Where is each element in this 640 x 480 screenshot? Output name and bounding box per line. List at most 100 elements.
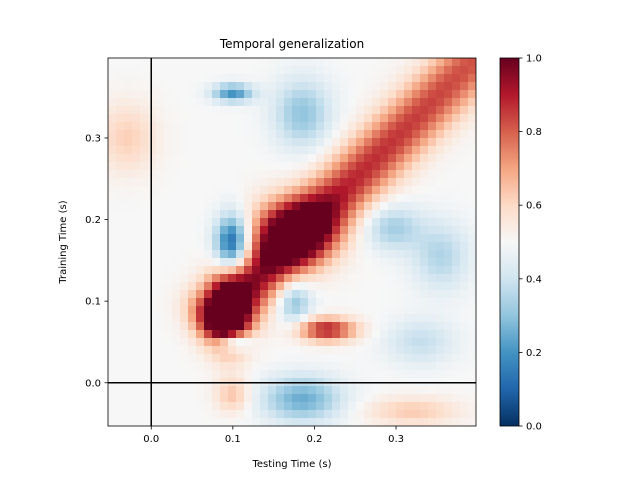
- heatmap-cell: [260, 258, 269, 267]
- heatmap-cell: [348, 122, 357, 131]
- heatmap-cell: [236, 306, 245, 315]
- heatmap-cell: [332, 338, 341, 347]
- heatmap-cell: [356, 402, 365, 411]
- heatmap-cell: [284, 250, 293, 259]
- heatmap-cell: [180, 122, 189, 131]
- heatmap-cell: [348, 194, 357, 203]
- heatmap-cell: [204, 106, 213, 115]
- heatmap-cell: [244, 274, 253, 283]
- heatmap-cell: [348, 410, 357, 419]
- heatmap-cell: [428, 298, 437, 307]
- heatmap-cell: [356, 306, 365, 315]
- heatmap-cell: [404, 218, 413, 227]
- heatmap-cell: [140, 210, 149, 219]
- heatmap-cell: [220, 338, 229, 347]
- heatmap-cell: [228, 90, 237, 99]
- heatmap-cell: [284, 330, 293, 339]
- heatmap-cell: [276, 354, 285, 363]
- heatmap-cell: [116, 250, 125, 259]
- heatmap-cell: [140, 394, 149, 403]
- heatmap-cell: [196, 394, 205, 403]
- heatmap-cell: [332, 362, 341, 371]
- heatmap-cell: [268, 210, 277, 219]
- heatmap-cell: [316, 394, 325, 403]
- heatmap-cell: [228, 154, 237, 163]
- heatmap-cell: [196, 154, 205, 163]
- heatmap-cell: [116, 234, 125, 243]
- heatmap-cell: [108, 98, 117, 107]
- heatmap-cell: [396, 290, 405, 299]
- heatmap-cell: [260, 82, 269, 91]
- heatmap-cell: [300, 82, 309, 91]
- heatmap-cell: [396, 106, 405, 115]
- heatmap-cell: [252, 122, 261, 131]
- heatmap-cell: [164, 346, 173, 355]
- heatmap-cell: [444, 290, 453, 299]
- heatmap-cell: [404, 346, 413, 355]
- heatmap-cell: [252, 218, 261, 227]
- heatmap-cell: [300, 170, 309, 179]
- heatmap-cell: [340, 290, 349, 299]
- heatmap-cell: [452, 178, 461, 187]
- heatmap-cell: [460, 346, 469, 355]
- heatmap-cell: [228, 386, 237, 395]
- heatmap-cell: [356, 362, 365, 371]
- heatmap-cell: [188, 154, 197, 163]
- heatmap-cell: [284, 218, 293, 227]
- heatmap-cell: [452, 346, 461, 355]
- heatmap-cell: [460, 338, 469, 347]
- heatmap-cell: [212, 258, 221, 267]
- heatmap-cell: [268, 90, 277, 99]
- heatmap-cell: [356, 322, 365, 331]
- heatmap-cell: [308, 386, 317, 395]
- heatmap-cell: [124, 354, 133, 363]
- heatmap-cell: [148, 90, 157, 99]
- heatmap-cell: [108, 386, 117, 395]
- heatmap-cell: [292, 82, 301, 91]
- heatmap-cell: [380, 346, 389, 355]
- heatmap-cell: [124, 266, 133, 275]
- heatmap-cell: [444, 402, 453, 411]
- heatmap-cell: [284, 314, 293, 323]
- heatmap-cell: [388, 322, 397, 331]
- heatmap-cell: [252, 250, 261, 259]
- heatmap-cell: [236, 418, 245, 426]
- heatmap-cell: [188, 130, 197, 139]
- heatmap-cell: [204, 210, 213, 219]
- heatmap-cell: [148, 122, 157, 131]
- heatmap-cell: [140, 170, 149, 179]
- heatmap-cell: [428, 306, 437, 315]
- heatmap-cell: [332, 330, 341, 339]
- heatmap-cell: [268, 290, 277, 299]
- heatmap-cell: [412, 290, 421, 299]
- heatmap-cell: [244, 194, 253, 203]
- heatmap-cell: [460, 290, 469, 299]
- heatmap-cell: [324, 218, 333, 227]
- heatmap-cell: [268, 202, 277, 211]
- heatmap-cell: [268, 74, 277, 83]
- heatmap-cell: [204, 402, 213, 411]
- heatmap-cell: [108, 250, 117, 259]
- heatmap-cell: [396, 66, 405, 75]
- heatmap-cell: [196, 106, 205, 115]
- heatmap-cell: [444, 138, 453, 147]
- heatmap-cell: [444, 90, 453, 99]
- y-axis-ticks: 0.00.10.20.3: [85, 133, 108, 389]
- heatmap-cell: [148, 362, 157, 371]
- heatmap-cell: [396, 306, 405, 315]
- heatmap-cell: [180, 66, 189, 75]
- heatmap-cell: [292, 218, 301, 227]
- heatmap-cell: [124, 218, 133, 227]
- heatmap-cell: [388, 274, 397, 283]
- heatmap-cell: [324, 338, 333, 347]
- heatmap-cell: [188, 74, 197, 83]
- heatmap-cell: [404, 234, 413, 243]
- heatmap-cell: [164, 410, 173, 419]
- heatmap-cell: [196, 258, 205, 267]
- heatmap-cell: [404, 194, 413, 203]
- heatmap-cell: [468, 138, 476, 147]
- heatmap-cell: [260, 338, 269, 347]
- heatmap-cell: [292, 330, 301, 339]
- heatmap-cell: [244, 242, 253, 251]
- heatmap-cell: [308, 306, 317, 315]
